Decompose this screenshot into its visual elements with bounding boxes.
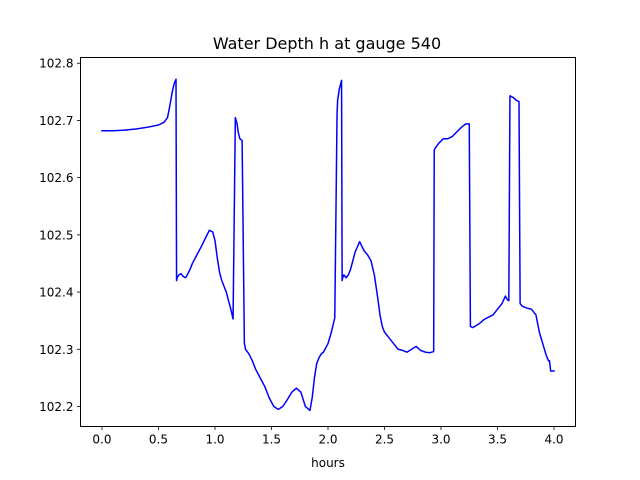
y-tick-label: 102.8 <box>39 57 73 71</box>
x-tick-label: 1.5 <box>262 433 281 447</box>
y-tick-label: 102.3 <box>39 343 73 357</box>
x-tick-label: 3.5 <box>488 433 507 447</box>
plot-area <box>101 78 555 412</box>
series-line-1 <box>101 78 555 412</box>
x-tick-label: 2.5 <box>375 433 394 447</box>
x-tick-label: 3.0 <box>431 433 450 447</box>
y-tick-label: 102.2 <box>39 400 73 414</box>
y-axis-ticks: 102.2 102.3 102.4 102.5 102.6 102.7 102.8 <box>39 57 81 414</box>
x-tick-label: 0.5 <box>149 433 168 447</box>
x-tick-label: 2.0 <box>318 433 337 447</box>
chart-title: Water Depth h at gauge 540 <box>213 34 441 53</box>
x-tick-label: 0.0 <box>92 433 111 447</box>
x-tick-label: 1.0 <box>205 433 224 447</box>
x-axis-ticks: 0.0 0.5 1.0 1.5 2.0 2.5 3.0 3.5 4.0 <box>92 426 564 447</box>
y-tick-label: 102.7 <box>39 114 73 128</box>
y-tick-label: 102.4 <box>39 286 73 300</box>
x-axis-label: hours <box>311 456 345 470</box>
x-tick-label: 4.0 <box>544 433 563 447</box>
y-tick-label: 102.5 <box>39 228 73 242</box>
y-tick-label: 102.6 <box>39 171 73 185</box>
